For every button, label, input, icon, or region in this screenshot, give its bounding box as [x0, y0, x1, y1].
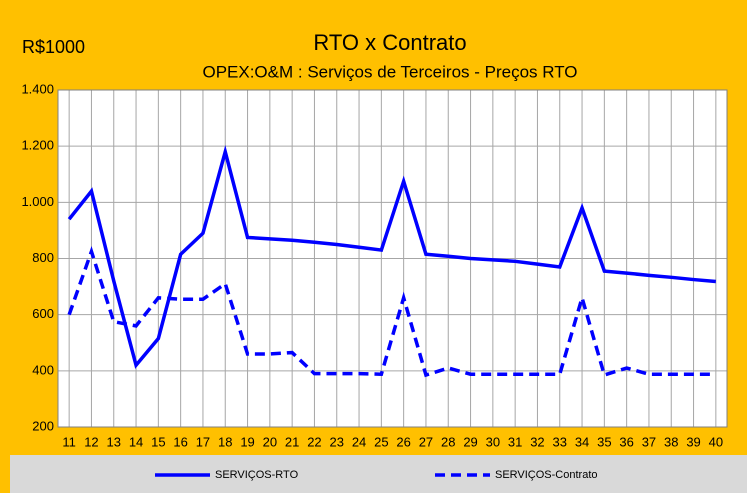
chart-title: RTO x Contrato — [313, 30, 466, 55]
x-tick-label: 24 — [352, 434, 366, 449]
y-tick-label: 600 — [32, 306, 54, 321]
plot-border — [57, 89, 728, 428]
y-tick-label: 1.400 — [21, 81, 54, 96]
x-tick-label: 40 — [709, 434, 723, 449]
x-tick-label: 18 — [218, 434, 232, 449]
x-tick-label: 32 — [530, 434, 544, 449]
x-tick-label: 19 — [240, 434, 254, 449]
x-tick-label: 27 — [419, 434, 433, 449]
chart-subtitle: OPEX:O&M : Serviços de Terceiros - Preço… — [202, 62, 577, 81]
legend — [10, 455, 747, 493]
y-tick-label: 1.200 — [21, 138, 54, 153]
x-tick-label: 37 — [642, 434, 656, 449]
x-tick-label: 33 — [553, 434, 567, 449]
x-tick-label: 28 — [441, 434, 455, 449]
x-tick-label: 31 — [508, 434, 522, 449]
x-tick-label: 30 — [486, 434, 500, 449]
x-tick-label: 34 — [575, 434, 589, 449]
x-tick-label: 15 — [151, 434, 165, 449]
x-tick-label: 26 — [396, 434, 410, 449]
x-tick-label: 13 — [107, 434, 121, 449]
series-line — [67, 145, 717, 369]
x-tick-label: 16 — [173, 434, 187, 449]
x-tick-label: 17 — [196, 434, 210, 449]
y-tick-label: 800 — [32, 250, 54, 265]
x-tick-label: 35 — [597, 434, 611, 449]
x-tick-label: 29 — [463, 434, 477, 449]
x-tick-label: 14 — [129, 434, 143, 449]
y-tick-label: 200 — [32, 418, 54, 433]
x-tick-label: 38 — [664, 434, 678, 449]
y-axis-label: R$1000 — [22, 37, 85, 57]
x-tick-label: 23 — [330, 434, 344, 449]
x-tick-label: 39 — [686, 434, 700, 449]
x-tick-label: 22 — [307, 434, 321, 449]
legend-label: SERVIÇOS-Contrato — [495, 469, 598, 481]
legend-label: SERVIÇOS-RTO — [215, 469, 299, 481]
y-tick-label: 400 — [32, 362, 54, 377]
x-tick-label: 20 — [263, 434, 277, 449]
x-tick-label: 25 — [374, 434, 388, 449]
y-tick-label: 1.000 — [21, 194, 54, 209]
x-tick-label: 36 — [619, 434, 633, 449]
x-tick-label: 12 — [84, 434, 98, 449]
x-tick-label: 11 — [62, 434, 76, 449]
series-line — [67, 245, 716, 378]
x-tick-label: 21 — [285, 434, 299, 449]
